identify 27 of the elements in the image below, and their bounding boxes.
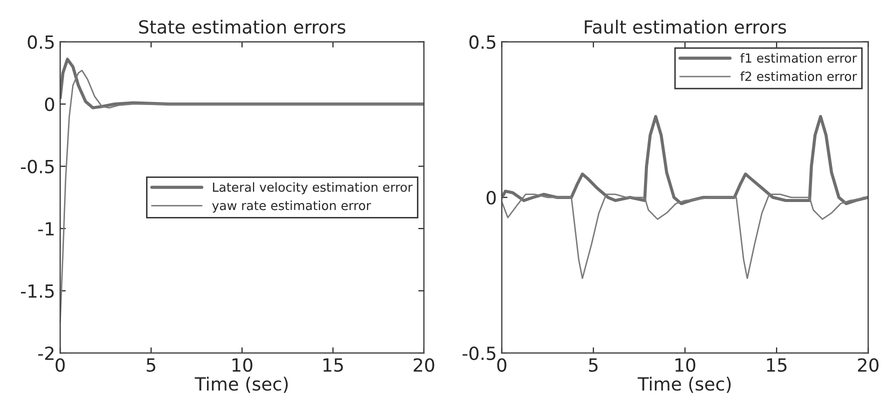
y-tick-label: 0.5 — [469, 35, 496, 49]
x-tick-label: 0 — [497, 358, 506, 372]
x-tick-label: 20 — [858, 358, 878, 372]
x-tick-label: 15 — [767, 358, 786, 372]
y-tick-label: -0.5 — [462, 346, 496, 360]
x-axis-title: Time (sec) — [194, 376, 288, 393]
y-tick-label: -2 — [38, 346, 54, 360]
y-tick-label: -0.5 — [20, 160, 54, 174]
chart-title: State estimation errors — [139, 20, 346, 34]
y-tick-label: 0 — [486, 190, 496, 205]
y-tick-label: 0 — [45, 98, 54, 112]
x-tick-label: 10 — [675, 358, 696, 372]
x-tick-label: 5 — [146, 358, 156, 372]
x-tick-label: 15 — [323, 358, 343, 372]
legend-label: yaw rate estimation error — [212, 200, 371, 213]
y-tick-label: -1.5 — [20, 284, 54, 298]
x-tick-label: 10 — [232, 358, 252, 372]
x-axis-title: Time (sec) — [638, 376, 731, 393]
y-tick-label: 0.5 — [28, 35, 54, 49]
x-tick-label: 5 — [589, 358, 598, 372]
legend-label: Lateral velocity estimation error — [213, 182, 413, 194]
y-tick-label: -1 — [38, 222, 54, 236]
x-tick-label: 0 — [56, 358, 65, 372]
legend-label: f1 estimation error — [740, 53, 857, 63]
x-tick-label: 20 — [414, 358, 434, 372]
chart-title: Fault estimation errors — [584, 20, 786, 34]
legend-label: f2 estimation error — [740, 71, 857, 82]
